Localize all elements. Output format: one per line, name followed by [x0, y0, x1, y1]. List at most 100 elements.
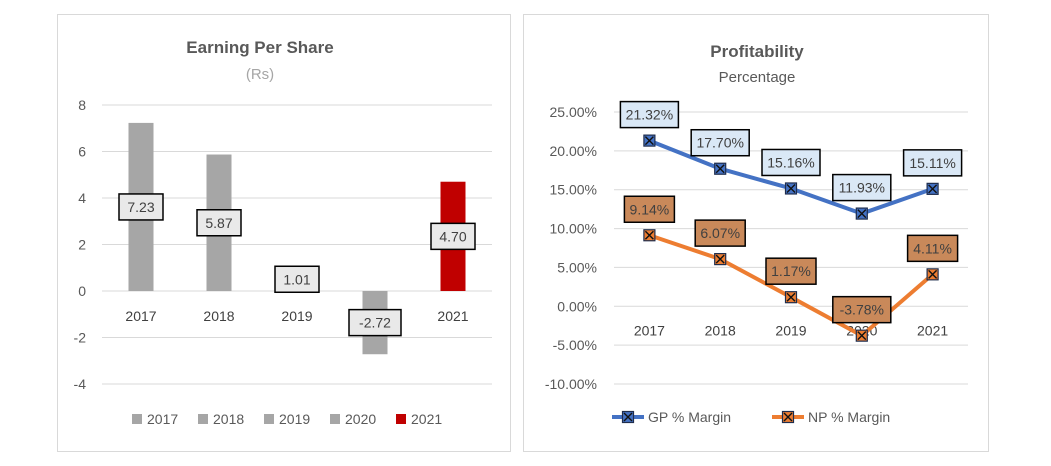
marker-cross	[644, 230, 654, 240]
legend-marker-cross	[783, 412, 793, 422]
data-label-box	[623, 195, 676, 224]
np-marker-2019	[784, 291, 798, 304]
np-label-2017: 9.14%	[623, 195, 676, 224]
data-label-box	[196, 209, 242, 237]
gp-marker-2021	[926, 182, 939, 195]
marker-cross	[715, 164, 725, 174]
data-label-text: 11.93%	[839, 180, 885, 196]
y-tick-label: 25.00%	[550, 104, 597, 120]
gp-label-2017: 21.32%	[619, 100, 680, 129]
marker-cross	[857, 209, 867, 219]
y-tick-label: 20.00%	[550, 143, 597, 159]
x-tick-label: 2021	[437, 308, 468, 324]
data-label-box	[902, 149, 963, 177]
y-tick-label: 15.00%	[550, 182, 597, 198]
profitability-chart-subtitle: Percentage	[719, 69, 796, 86]
y-tick-label: -5.00%	[553, 337, 597, 353]
data-label-2021: 4.70	[430, 222, 476, 251]
data-label-box	[761, 148, 821, 177]
legend-swatch	[396, 414, 406, 424]
x-tick-label: 2017	[125, 308, 156, 324]
y-tick-label: 6	[78, 144, 86, 160]
legend-label: 2017	[147, 411, 178, 427]
marker-cross	[715, 254, 725, 264]
data-label-box	[690, 128, 750, 157]
data-label-2018: 5.87	[196, 209, 242, 237]
marker-cross	[786, 183, 796, 193]
data-label-2017: 7.23	[118, 193, 164, 221]
gp-label-2021: 15.11%	[902, 149, 963, 177]
data-label-text: 7.23	[127, 199, 154, 215]
data-label-box	[906, 234, 959, 263]
data-label-box	[348, 308, 402, 337]
y-tick-label: 5.00%	[557, 259, 597, 275]
data-label-text: 17.70%	[696, 135, 743, 151]
y-tick-label: 8	[78, 97, 86, 113]
np-label-2019: 1.17%	[765, 257, 817, 285]
data-label-box	[765, 257, 817, 285]
gp-label-2019: 15.16%	[761, 148, 821, 177]
data-label-text: 1.17%	[771, 263, 811, 279]
np-marker-2020	[855, 329, 868, 342]
data-label-text: 15.16%	[767, 154, 814, 170]
eps-chart: Earning Per Share (Rs) 8 6 4 2 0 -2 -4 2017 201…	[74, 38, 492, 427]
marker-cross	[928, 184, 938, 194]
x-tick-label: 2021	[917, 322, 948, 338]
data-label-box	[694, 219, 746, 247]
marker-cross	[644, 136, 654, 146]
data-label-text: -3.78%	[840, 302, 884, 318]
x-tick-label: 2017	[634, 322, 665, 338]
gp-marker-2017	[643, 134, 656, 147]
data-label-box	[118, 193, 164, 221]
data-label-text: 15.11%	[909, 155, 955, 171]
gp-marker-2019	[784, 182, 798, 195]
np-marker-2017	[643, 229, 656, 242]
legend-item-np: NP % Margin	[772, 409, 890, 425]
legend-label: 2019	[279, 411, 310, 427]
y-tick-label: 0.00%	[557, 298, 597, 314]
legend-swatch	[330, 414, 340, 424]
data-label-text: 21.32%	[626, 107, 673, 123]
gp-label-2020: 11.93%	[832, 173, 892, 202]
y-tick-label: 10.00%	[550, 221, 597, 237]
np-marker-2018	[714, 253, 727, 266]
gp-marker-2020	[855, 207, 868, 220]
marker-cross	[786, 292, 796, 302]
legend-item-2018: 2018	[198, 411, 244, 427]
gp-label-2018: 17.70%	[690, 128, 750, 157]
y-tick-label: 2	[78, 237, 86, 253]
x-tick-label: 2019	[775, 322, 806, 338]
marker-cross	[857, 331, 867, 341]
legend-swatch	[132, 414, 142, 424]
legend-label: NP % Margin	[808, 409, 890, 425]
legend-item-gp: GP % Margin	[612, 409, 731, 425]
legend-swatch	[264, 414, 274, 424]
profitability-chart: Profitability Percentage 25.00% 20.00% 15.…	[545, 42, 968, 425]
eps-chart-panel: Earning Per Share (Rs) 8 6 4 2 0 -2 -4 2017 201…	[57, 14, 511, 452]
legend-label: 2018	[213, 411, 244, 427]
data-label-2019: 1.01	[274, 265, 320, 294]
legend-marker-cross	[623, 412, 633, 422]
data-label-text: 5.87	[205, 215, 232, 231]
legend-label: 2020	[345, 411, 376, 427]
x-tick-label: 2018	[203, 308, 234, 324]
y-tick-label: -2	[74, 330, 87, 346]
data-label-text: 6.07%	[700, 225, 740, 241]
legend-item-2020: 2020	[330, 411, 376, 427]
np-label-2021: 4.11%	[906, 234, 959, 263]
data-label-text: 1.01	[283, 271, 310, 287]
eps-chart-title: Earning Per Share	[186, 38, 333, 57]
y-tick-label: 0	[78, 283, 86, 299]
np-marker-2021	[926, 268, 939, 281]
x-tick-label: 2018	[705, 322, 736, 338]
data-label-text: -2.72	[359, 315, 391, 331]
legend-label: 2021	[411, 411, 442, 427]
y-tick-label: -10.00%	[545, 376, 597, 392]
data-label-text: 4.11%	[913, 240, 952, 256]
legend-swatch	[198, 414, 208, 424]
profitability-chart-panel: Profitability Percentage 25.00% 20.00% 15.…	[523, 14, 989, 452]
gp-marker-2018	[714, 162, 727, 175]
legend-item-2017: 2017	[132, 411, 178, 427]
legend-label: GP % Margin	[648, 409, 731, 425]
data-label-box	[832, 173, 892, 202]
